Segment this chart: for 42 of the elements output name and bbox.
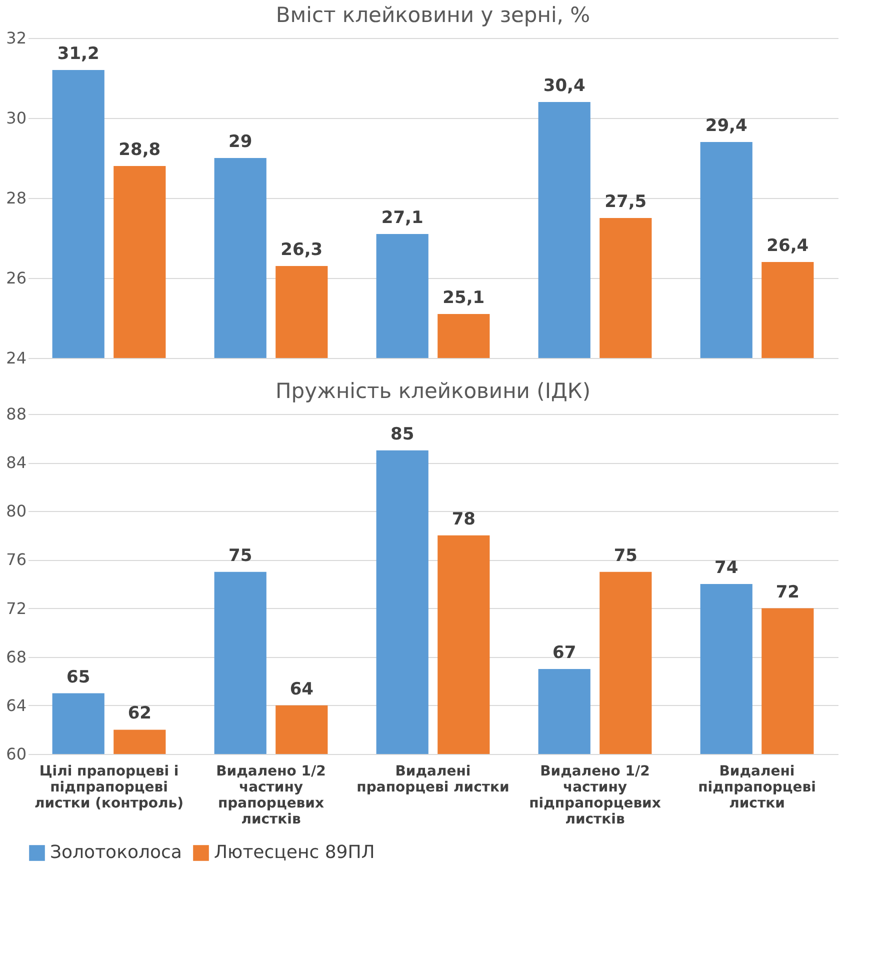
data-label: 78 [452,509,476,530]
data-label: 31,2 [57,44,100,64]
y-tick-label: 76 [6,550,26,570]
x-tick-label: Видалені підпрапорцеві листки [698,764,816,812]
x-tick-label: Видалено 1/2 частину підпрапорцевих листків [529,764,661,828]
data-label: 26,3 [280,240,323,260]
data-label: 28,8 [118,140,161,160]
y-tick-label: 28 [6,188,26,208]
data-label: 27,1 [381,208,424,228]
data-label: 72 [776,582,800,602]
data-label: 75 [614,546,638,566]
y-tick-label: 80 [6,502,26,521]
data-label: 29,4 [705,116,748,136]
data-label: 85 [390,424,414,444]
data-label: 64 [290,679,314,700]
data-label: 30,4 [543,76,586,96]
y-tick-label: 88 [6,404,26,424]
legend-label: Лютесценс 89ПЛ [214,842,375,863]
data-label: 75 [228,546,252,566]
legend-label: Золотоколоса [50,842,182,863]
data-label: 27,5 [604,192,647,212]
data-label: 65 [66,667,90,688]
data-label: 74 [714,558,738,578]
y-tick-label: 64 [6,696,26,715]
chart-title: Пружність клейковини (ІДК) [275,379,591,403]
y-tick-label: 26 [6,268,26,288]
chart-title: Вміст клейковини у зерні, % [276,3,590,27]
y-tick-label: 60 [6,744,26,764]
x-tick-label: Цілі прапорцеві і підпрапорцеві листки (контроль) [34,764,184,812]
data-label: 25,1 [442,288,485,308]
x-tick-label: Видалено 1/2 частину прапорцевих листків [216,764,326,828]
data-label: 29 [228,132,252,152]
data-label: 26,4 [766,236,809,256]
data-label: 62 [128,704,152,724]
y-tick-label: 72 [6,598,26,618]
x-tick-label: Видалені прапорцеві листки [356,764,510,796]
y-tick-label: 32 [6,28,26,48]
y-tick-label: 84 [6,453,26,472]
y-tick-label: 30 [6,108,26,128]
y-tick-label: 24 [6,348,26,368]
y-tick-label: 68 [6,647,26,666]
data-label: 67 [552,643,576,663]
